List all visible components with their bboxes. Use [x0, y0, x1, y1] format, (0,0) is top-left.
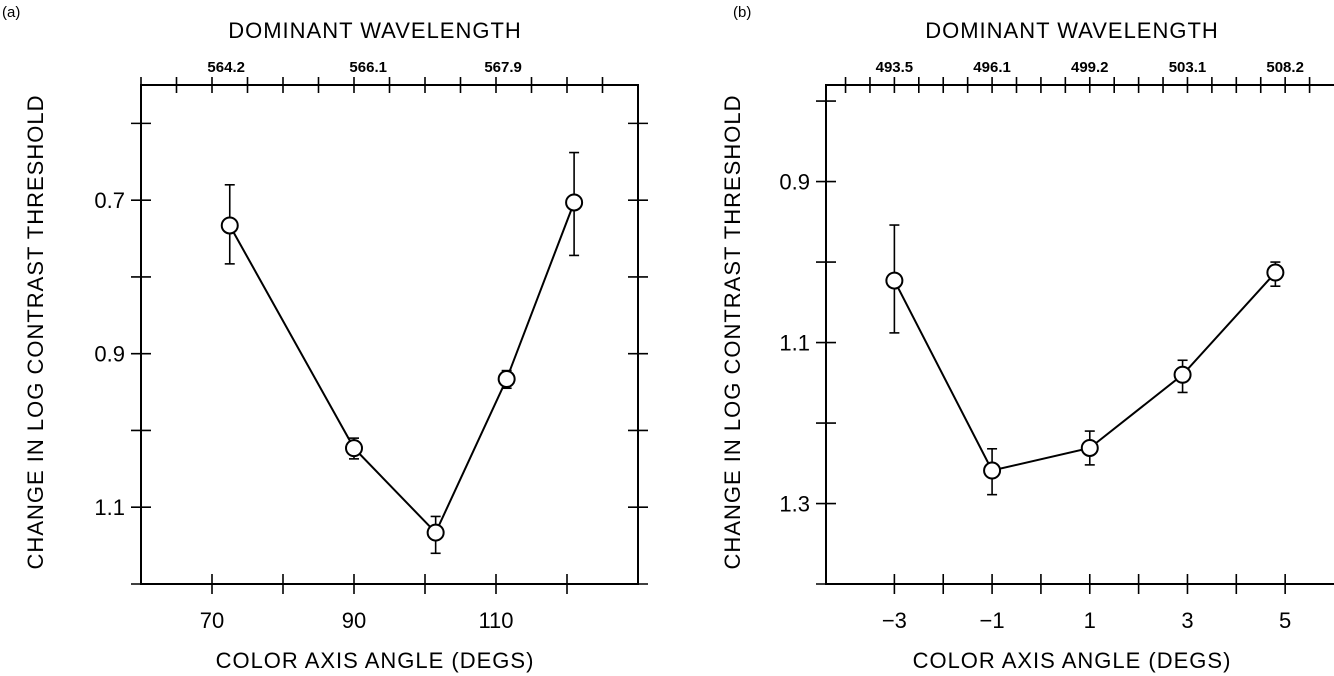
panel-b-x-tick-label: −3: [882, 608, 907, 633]
panel-a-tag: (a): [2, 4, 20, 21]
panel-a-x-tick-label: 110: [478, 608, 513, 633]
panel-a-data-point: [497, 370, 516, 389]
panel-b-x-tick-label: 5: [1279, 608, 1291, 633]
panel-a-data-point: [220, 216, 239, 235]
panel-b-x-tick-label: −1: [980, 608, 1005, 633]
panel-b-data-point: [983, 461, 1002, 480]
panel-b-top-tick-label: 496.1: [973, 59, 1011, 76]
panel-b-data-point: [885, 271, 904, 290]
panel-b-y-axis-title: CHANGE IN LOG CONTRAST THRESHOLD: [720, 95, 745, 570]
panel-b-top-tick-label: 503.1: [1169, 59, 1207, 76]
panel-b-data-point: [1266, 263, 1285, 282]
panel-b-y-tick-label: 0.9: [779, 170, 810, 195]
panel-b: (b) DOMINANT WAVELENGTH COLOR AXIS ANGLE…: [720, 4, 1334, 673]
panel-a-data-point: [345, 439, 363, 458]
panel-a-data-point: [565, 193, 584, 212]
panel-a-y-tick-label: 0.7: [94, 188, 125, 213]
panel-b-data-point: [1080, 438, 1099, 457]
panel-b-x-axis-title: COLOR AXIS ANGLE (DEGS): [913, 648, 1232, 673]
panel-b-data-point: [1173, 365, 1192, 384]
panel-a-y-tick-label: 0.9: [94, 342, 125, 367]
panel-a: (a) DOMINANT WAVELENGTH COLOR AXIS ANGLE…: [2, 4, 648, 673]
panel-b-tag: (b): [733, 4, 751, 21]
panel-a-top-tick-label: 566.1: [349, 59, 387, 76]
panel-b-plot-frame: [825, 84, 1334, 585]
panel-a-x-axis-title: COLOR AXIS ANGLE (DEGS): [216, 648, 535, 673]
panel-b-top-tick-label: 493.5: [876, 59, 914, 76]
panel-a-x-tick-label: 90: [342, 608, 366, 633]
panel-a-top-axis-title: DOMINANT WAVELENGTH: [228, 18, 522, 43]
panel-b-top-tick-label: 499.2: [1071, 59, 1109, 76]
panel-a-top-tick-label: 564.2: [207, 59, 245, 76]
panel-b-y-tick-label: 1.3: [779, 492, 810, 517]
panel-a-y-tick-label: 1.1: [94, 495, 125, 520]
panel-a-x-tick-label: 70: [200, 608, 224, 633]
panel-a-top-tick-label: 567.9: [484, 59, 522, 76]
panel-b-x-tick-label: 1: [1084, 608, 1096, 633]
panel-b-y-tick-label: 1.1: [779, 331, 810, 356]
panel-a-data-point: [426, 523, 445, 542]
panel-b-top-axis-title: DOMINANT WAVELENGTH: [925, 18, 1219, 43]
panel-a-y-axis-title: CHANGE IN LOG CONTRAST THRESHOLD: [23, 95, 48, 570]
panel-b-top-tick-label: 508.2: [1266, 59, 1304, 76]
panel-a-plot-frame: [140, 84, 639, 585]
panel-b-x-tick-label: 3: [1181, 608, 1193, 633]
panel-a-series-line: [228, 202, 576, 535]
